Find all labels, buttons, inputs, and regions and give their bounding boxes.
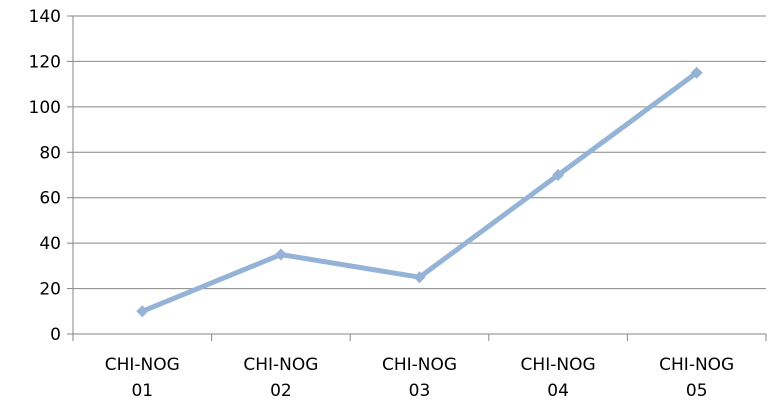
data-point bbox=[690, 66, 703, 79]
x-tick-label: CHI-NOG bbox=[382, 355, 457, 375]
y-tick-label: 140 bbox=[29, 7, 61, 27]
x-tick-label: CHI-NOG bbox=[659, 355, 734, 375]
gridlines bbox=[73, 15, 766, 290]
data-point bbox=[413, 271, 426, 284]
x-tick-label: 04 bbox=[547, 381, 569, 401]
y-tick-label: 0 bbox=[50, 325, 61, 345]
data-point bbox=[274, 248, 287, 261]
y-tick-label: 80 bbox=[39, 143, 61, 163]
y-tick-label: 100 bbox=[29, 98, 61, 118]
data-point bbox=[552, 169, 565, 181]
x-axis: CHI-NOG 01 CHI-NOG 02 CHI-NOG 03 CHI-NOG 04 CHI-… bbox=[72, 333, 767, 401]
y-tick-label: 60 bbox=[39, 189, 61, 209]
x-tick-label: 05 bbox=[686, 381, 708, 401]
data-point bbox=[136, 305, 149, 318]
y-tick-label: 20 bbox=[39, 280, 61, 300]
y-tick-label: 120 bbox=[29, 52, 61, 72]
x-tick-label: 01 bbox=[131, 381, 153, 401]
y-tick-label: 40 bbox=[39, 234, 61, 254]
x-tick-label: 02 bbox=[270, 381, 292, 401]
y-axis-ticks: 0 20 40 60 80 100 120 140 bbox=[29, 7, 74, 345]
x-tick-label: 03 bbox=[409, 381, 431, 401]
x-tick-label: CHI-NOG bbox=[243, 355, 318, 375]
series-layer bbox=[136, 66, 703, 318]
x-tick-label: CHI-NOG bbox=[105, 355, 180, 375]
x-tick-label: CHI-NOG bbox=[521, 355, 596, 375]
